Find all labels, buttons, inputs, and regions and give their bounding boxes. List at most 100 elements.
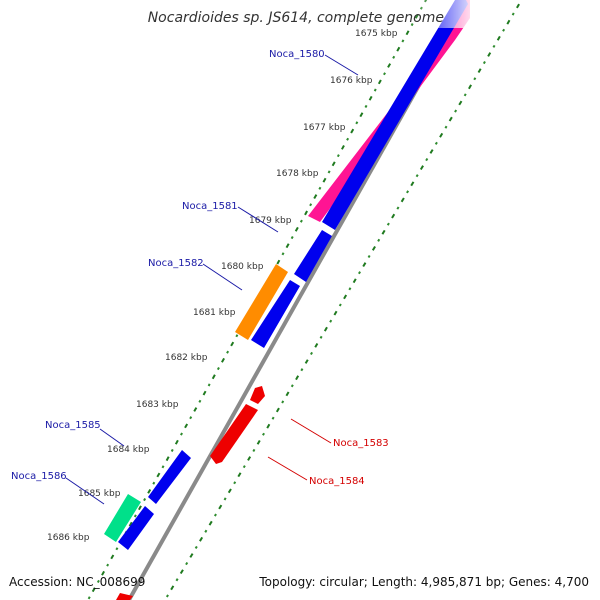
tick-label-1685: 1685 kbp [78, 489, 121, 499]
inner-ruler-tick [368, 95, 373, 101]
outer-ruler-tick [458, 100, 463, 106]
gene-noca-1584[interactable] [210, 404, 258, 464]
inner-ruler-tick [373, 88, 377, 92]
inner-ruler-tick [143, 498, 147, 502]
inner-ruler-tick [401, 39, 405, 43]
outer-ruler-tick [170, 585, 175, 591]
gene-labels: Noca_1580 Noca_1581 Noca_1582 Noca_1585 … [11, 49, 389, 487]
inner-ruler-tick [128, 521, 133, 527]
inner-ruler-tick [198, 399, 202, 403]
gene-label-noca-1582[interactable]: Noca_1582 [148, 258, 204, 269]
inner-ruler-tick [350, 128, 355, 134]
outer-ruler-tick [410, 181, 415, 187]
outer-ruler-tick [323, 326, 328, 332]
outer-ruler-tick [227, 488, 232, 494]
gene-forward-blue-1[interactable] [294, 230, 332, 282]
outer-ruler-tick [348, 287, 352, 291]
inner-ruler-tick [138, 505, 142, 511]
gene-forward-blue-3[interactable] [148, 450, 191, 504]
tick-label-1678: 1678 kbp [276, 169, 319, 179]
inner-ruler-tick [101, 570, 105, 576]
outer-ruler-tick [199, 536, 204, 542]
inner-ruler-tick [322, 177, 327, 183]
outer-ruler-tick [262, 432, 265, 436]
tick-label-1677: 1677 kbp [303, 123, 346, 133]
inner-ruler-tick [161, 465, 165, 469]
gene-label-noca-1581[interactable]: Noca_1581 [182, 201, 238, 212]
outer-ruler-tick [290, 384, 294, 388]
title-fade [410, 0, 470, 28]
outer-ruler-tick [281, 400, 285, 404]
inner-ruler-tick [133, 514, 137, 518]
gene-label-noca-1586[interactable]: Noca_1586 [11, 471, 67, 482]
outer-ruler-tick [454, 109, 458, 113]
outer-ruler-tick [310, 351, 313, 355]
gene-label-noca-1580[interactable]: Noca_1580 [269, 49, 325, 60]
outer-ruler-tick [381, 229, 386, 235]
gene-forward-blue-long[interactable] [322, 0, 468, 230]
gene-label-noca-1585[interactable]: Noca_1585 [45, 420, 101, 431]
outer-ruler-tick [425, 157, 429, 162]
outer-ruler-tick [516, 3, 520, 9]
inner-ruler-tick [152, 481, 156, 485]
outer-ruler-tick [275, 407, 280, 413]
inner-ruler-tick [383, 72, 386, 76]
outer-ruler-tick [448, 116, 453, 122]
outer-ruler-tick [333, 310, 338, 316]
inner-ruler-tick [184, 423, 189, 429]
inner-ruler-tick [106, 563, 110, 567]
pointer-noca-1580 [324, 54, 359, 76]
pointer-noca-1583 [290, 418, 332, 444]
gene-reverse-red-bottom[interactable] [116, 593, 133, 600]
outer-ruler-tick [223, 497, 227, 501]
outer-ruler-tick [439, 132, 444, 138]
inner-ruler-tick [285, 243, 290, 249]
outer-ruler-tick [300, 368, 304, 372]
inner-ruler-tick [165, 456, 170, 462]
gene-noca-1583[interactable] [250, 386, 265, 404]
inner-ruler-tick [115, 547, 119, 551]
inner-ruler-tick [170, 448, 174, 452]
inner-ruler-tick [91, 587, 96, 593]
tick-label-1680: 1680 kbp [221, 262, 264, 272]
inner-ruler-tick [110, 554, 115, 560]
inner-ruler-tick [304, 210, 308, 216]
outer-ruler-tick [496, 35, 501, 41]
inner-ruler-tick [309, 203, 313, 207]
outer-ruler-tick [386, 222, 390, 226]
inner-ruler-tick [364, 104, 368, 108]
tick-labels: 1675 kbp 1676 kbp 1677 kbp 1678 kbp 1679… [47, 29, 398, 543]
outer-ruler-tick [502, 28, 506, 32]
inner-ruler-tick [396, 46, 401, 52]
inner-ruler-tick [87, 596, 91, 600]
inner-ruler-tick [290, 236, 294, 240]
outer-ruler-tick [487, 52, 492, 57]
outer-tick-ruler [165, 3, 520, 598]
gene-forward-blue-4[interactable] [118, 506, 154, 550]
outer-ruler-tick [419, 165, 424, 171]
outer-ruler-tick [218, 504, 223, 510]
outer-ruler-tick [400, 197, 405, 203]
inner-ruler-tick [147, 488, 152, 494]
outer-ruler-tick [358, 271, 361, 275]
outer-ruler-tick [314, 342, 319, 348]
inner-ruler-tick [180, 432, 183, 436]
outer-ruler-tick [444, 125, 448, 129]
inner-ruler-tick [207, 383, 211, 387]
outer-ruler-tick [295, 375, 300, 381]
gene-noca-1586[interactable] [104, 494, 141, 542]
outer-ruler-tick [247, 456, 252, 461]
outer-ruler-tick [204, 529, 208, 533]
outer-ruler-tick [242, 465, 246, 469]
map-title: Nocardioides sp. JS614, complete genome [148, 10, 444, 26]
outer-ruler-tick [237, 472, 242, 478]
gene-noca-1582[interactable] [235, 264, 288, 340]
inner-ruler-tick [392, 55, 396, 59]
outer-ruler-tick [468, 84, 472, 90]
gene-forward-blue-2[interactable] [251, 280, 300, 348]
gene-label-noca-1584[interactable]: Noca_1584 [309, 476, 365, 487]
outer-ruler-tick [194, 545, 198, 549]
gene-label-noca-1583[interactable]: Noca_1583 [333, 438, 389, 449]
inner-ruler-tick [318, 186, 322, 190]
outer-ruler-tick [233, 481, 237, 485]
